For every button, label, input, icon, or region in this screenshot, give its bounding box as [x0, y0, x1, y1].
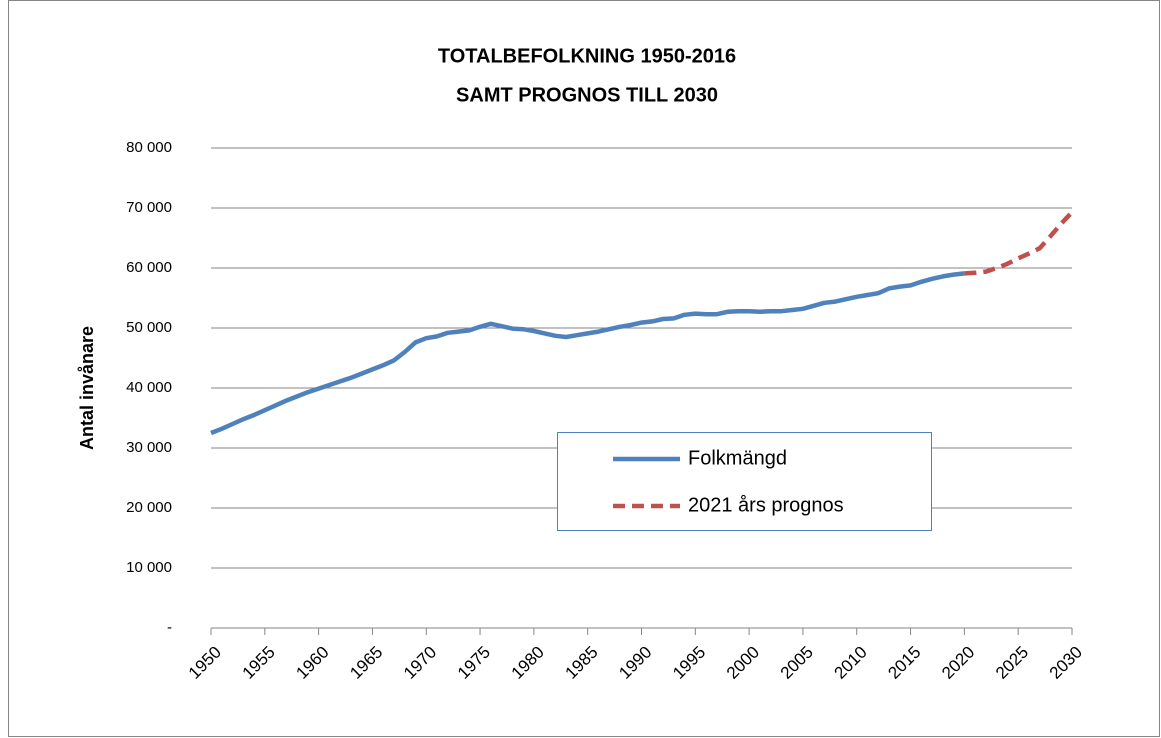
y-axis-label: Antal invånare [77, 326, 97, 450]
chart-frame [8, 0, 1160, 737]
y-tick-label: - [167, 619, 172, 636]
data-line [964, 210, 1074, 276]
legend-label: Folkmängd [688, 447, 787, 469]
y-tick-label: 40 000 [126, 379, 172, 396]
y-tick-label: 20 000 [126, 499, 172, 516]
data-line [210, 271, 965, 436]
y-tick-label: 80 000 [126, 139, 172, 156]
chart-title: SAMT PROGNOS TILL 2030 [456, 84, 718, 106]
legend [557, 432, 932, 531]
y-tick-label: 60 000 [126, 259, 172, 276]
y-tick-label: 50 000 [126, 319, 172, 336]
y-tick-label: 30 000 [126, 439, 172, 456]
chart-title: TOTALBEFOLKNING 1950-2016 [438, 45, 736, 67]
y-tick-label: 70 000 [126, 199, 172, 216]
y-tick-label: 10 000 [126, 559, 172, 576]
legend-label: 2021 års prognos [688, 494, 844, 516]
